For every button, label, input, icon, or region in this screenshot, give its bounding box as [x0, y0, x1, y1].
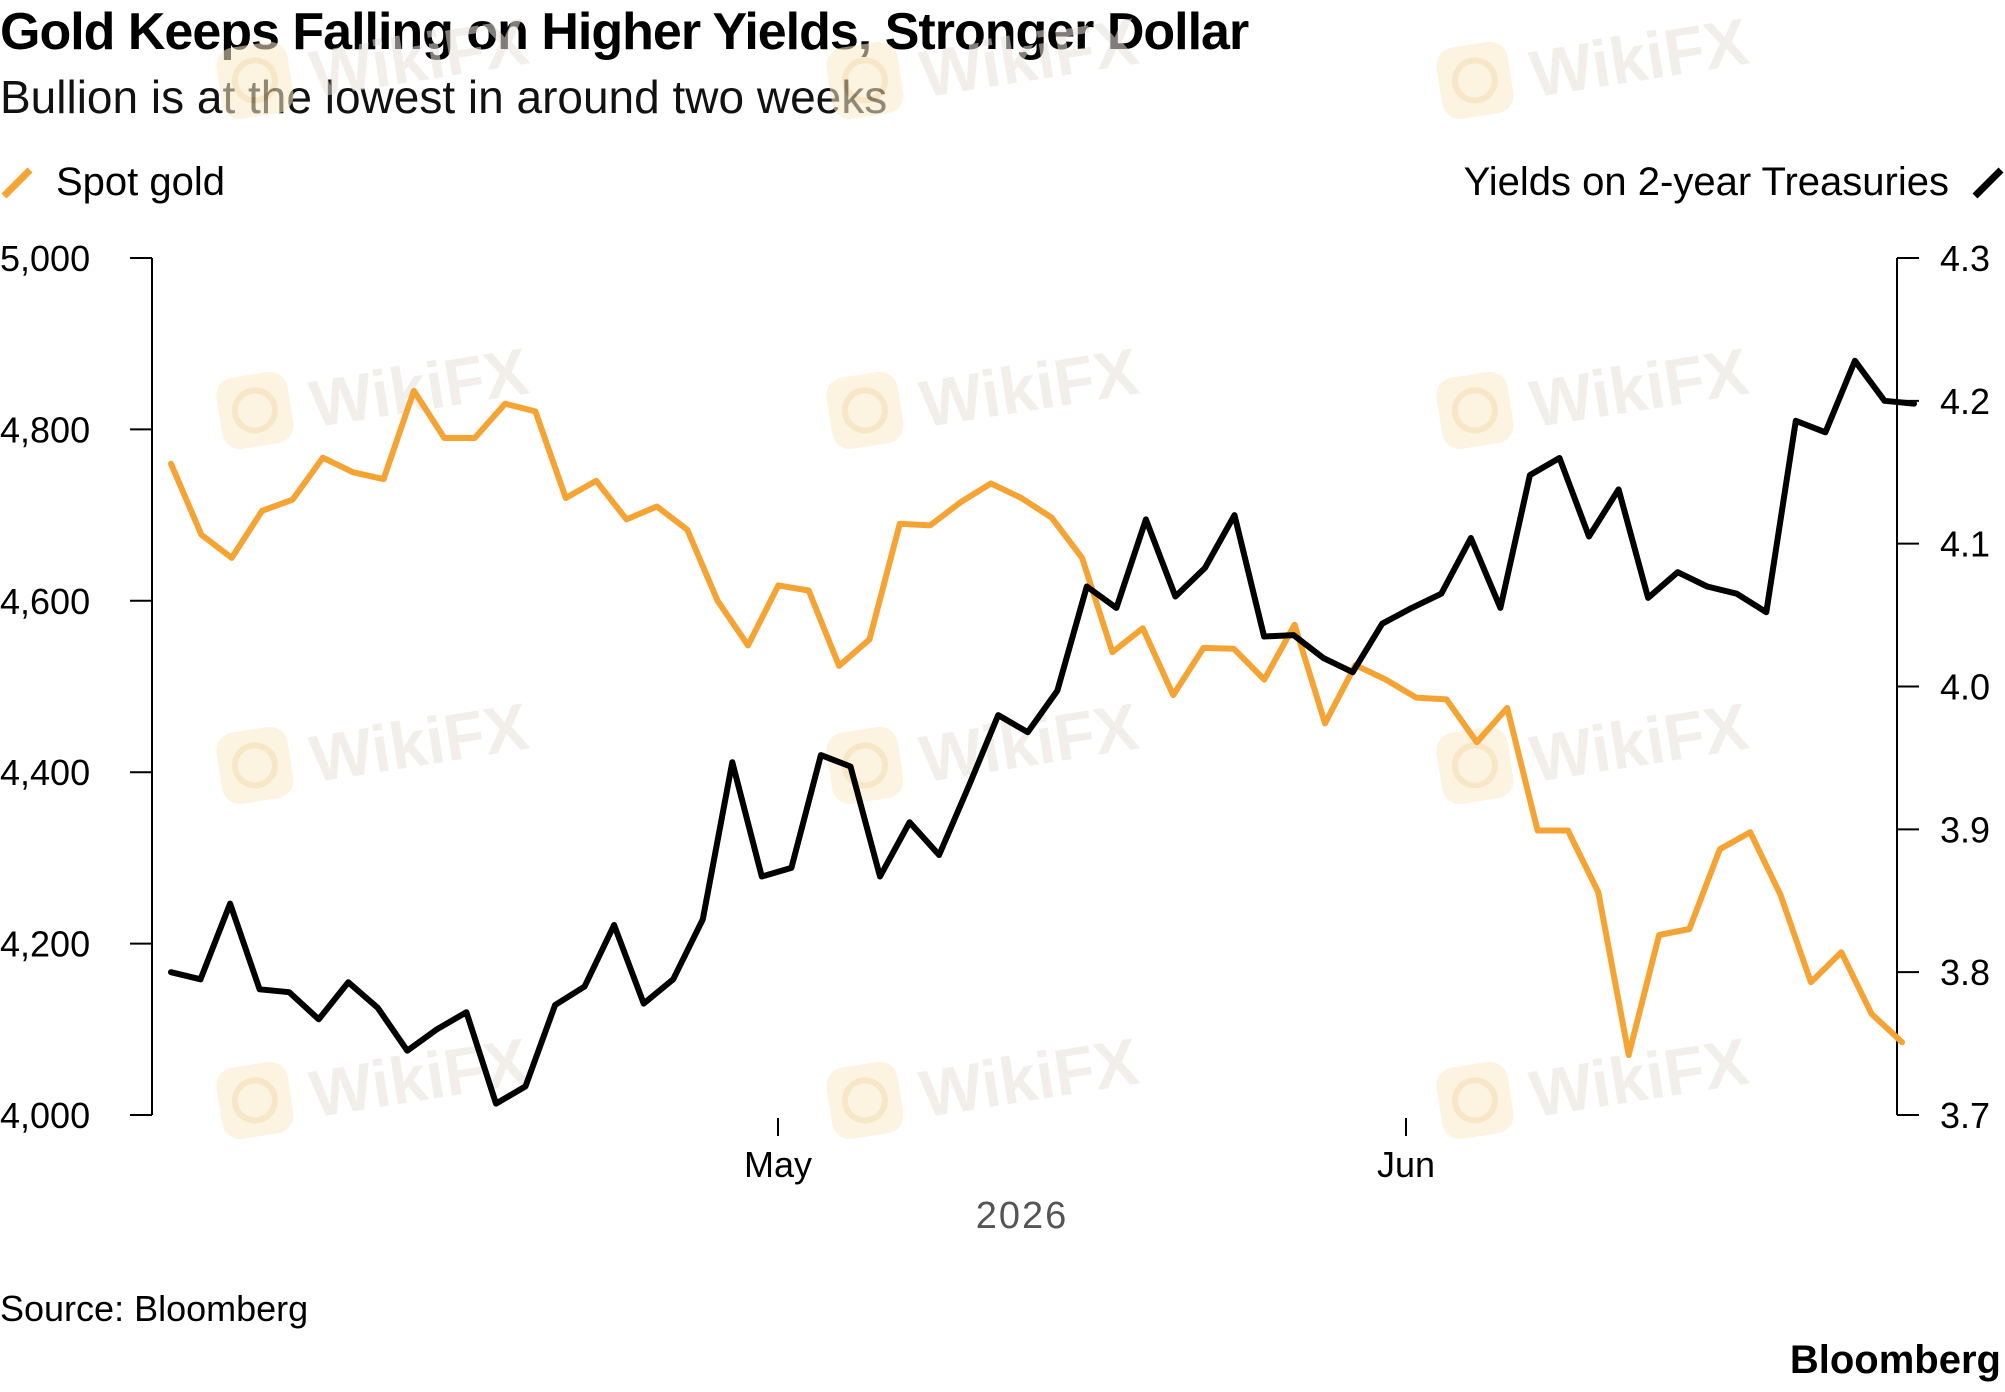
watermark: WikiFX [1436, 334, 1753, 450]
legend-spot-gold: Spot gold [0, 160, 225, 205]
watermark: WikiFX [1436, 1024, 1753, 1140]
chart-title: Gold Keeps Falling on Higher Yields, Str… [0, 3, 1249, 61]
watermark: WikiFX [826, 334, 1143, 450]
source-note: Source: Bloomberg [0, 1288, 309, 1329]
watermark: WikiFX [216, 689, 533, 805]
watermark-text: WikiFX [915, 4, 1143, 111]
legend-label-spot-gold: Spot gold [56, 160, 226, 204]
watermark: WikiFX [1436, 4, 1753, 120]
legend-label-yields: Yields on 2-year Treasuries [1463, 160, 1949, 204]
watermark-text: WikiFX [1525, 1024, 1753, 1131]
watermark-text: WikiFX [915, 334, 1143, 441]
x-tick-label: Jun [1377, 1144, 1435, 1185]
yields-legend-swatch [1972, 167, 2004, 198]
watermark-layer: WikiFX WikiFX WikiFX WikiFX WikiFX WikiFX Wiki… [216, 4, 1753, 1140]
x-axis-year-label: 2026 [976, 1195, 1069, 1237]
series-layer [168, 357, 1917, 1107]
right-y-tick-label: 4.1 [1940, 524, 1990, 565]
left-y-tick-label: 4,200 [0, 924, 90, 965]
watermark: WikiFX [826, 1024, 1143, 1140]
right-y-tick-label: 4.3 [1940, 238, 1990, 279]
watermark-text: WikiFX [915, 1024, 1143, 1131]
left-y-tick-label: 4,800 [0, 409, 90, 450]
right-y-tick-label: 3.8 [1940, 952, 1990, 993]
watermark-text: WikiFX [1525, 4, 1753, 111]
watermark-text: WikiFX [305, 689, 533, 796]
spot-gold-line [168, 387, 1905, 1058]
watermark-text: WikiFX [1525, 334, 1753, 441]
chart-subtitle: Bullion is at the lowest in around two w… [0, 71, 888, 123]
watermark: WikiFX [216, 1024, 533, 1140]
watermark-text: WikiFX [1525, 689, 1753, 796]
watermark-text: WikiFX [305, 4, 533, 111]
left-y-tick-label: 4,400 [0, 752, 90, 793]
left-y-tick-label: 4,600 [0, 581, 90, 622]
right-y-tick-label: 4.2 [1940, 381, 1990, 422]
right-y-tick-label: 3.9 [1940, 809, 1990, 850]
legend-yields: Yields on 2-year Treasuries [1464, 160, 2005, 205]
yields-line [168, 357, 1917, 1107]
spot-gold-legend-swatch [1, 167, 33, 198]
watermark-text: WikiFX [915, 689, 1143, 796]
watermark: WikiFX [826, 4, 1143, 120]
axes-layer: 4,000 4,200 4,400 4,600 4,800 5,000 3.7 3.8 3.9 4… [0, 238, 1990, 1237]
left-y-tick-label: 4,000 [0, 1095, 90, 1136]
x-tick-label: May [744, 1144, 812, 1185]
brand-logo: Bloomberg [1789, 1338, 2001, 1382]
right-y-tick-label: 3.7 [1940, 1095, 1990, 1136]
watermark-text: WikiFX [305, 334, 533, 441]
left-y-tick-label: 5,000 [0, 238, 90, 279]
right-y-tick-label: 4.0 [1940, 667, 1990, 708]
watermark: WikiFX [1436, 689, 1753, 805]
watermark: WikiFX [216, 4, 533, 120]
watermark: WikiFX [216, 334, 533, 450]
